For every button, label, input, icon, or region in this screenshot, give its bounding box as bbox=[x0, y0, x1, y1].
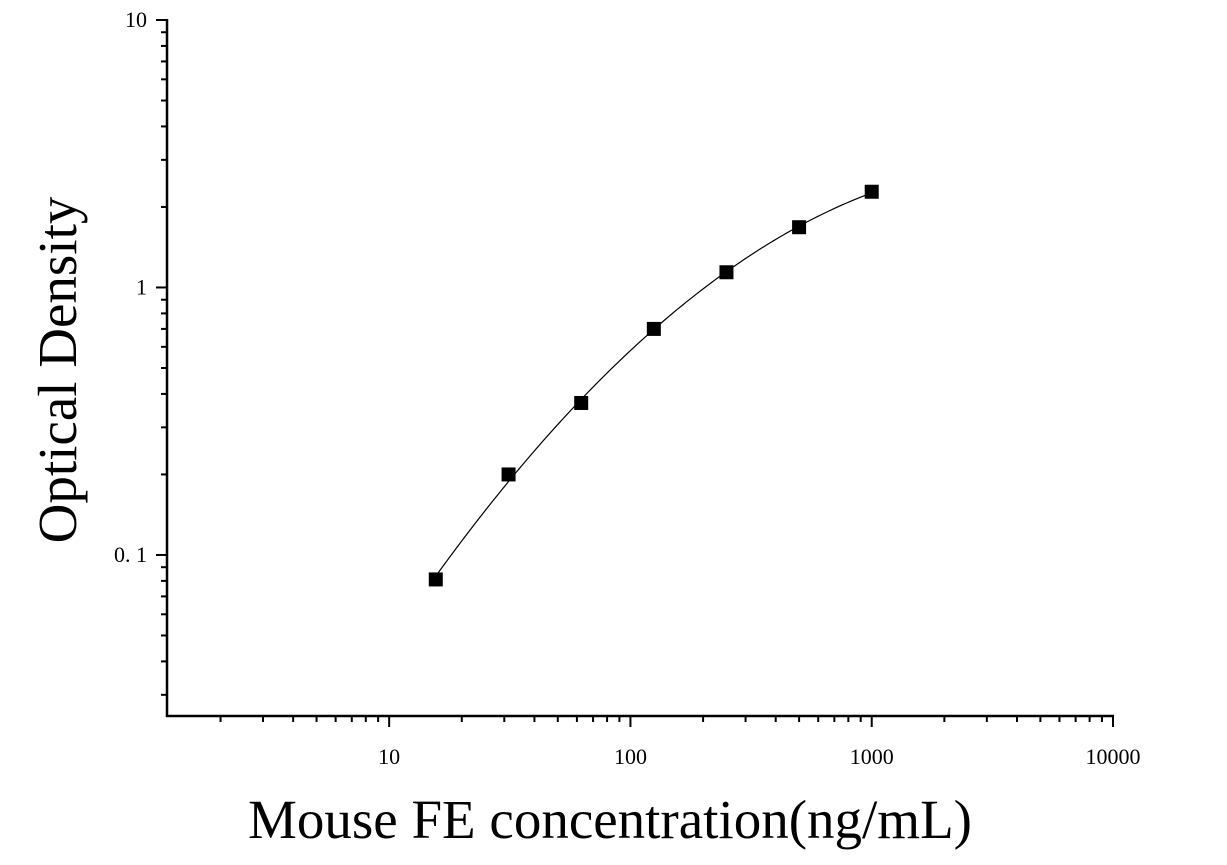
x-tick-labels: 10 100 1000 10000 bbox=[378, 744, 1140, 769]
y-major-ticks bbox=[156, 19, 167, 556]
data-point bbox=[428, 572, 443, 587]
x-major-ticks bbox=[388, 716, 1114, 727]
data-point bbox=[646, 321, 661, 336]
data-point bbox=[574, 395, 589, 410]
y-minor-ticks bbox=[161, 31, 167, 696]
y-tick-labels: 0. 1 1 10 bbox=[114, 7, 147, 567]
x-axis: 10 100 1000 10000 bbox=[166, 714, 1141, 769]
data-point bbox=[501, 467, 516, 482]
x-tick-label: 1000 bbox=[850, 744, 894, 769]
data-markers bbox=[428, 184, 879, 587]
y-tick-label: 1 bbox=[136, 274, 147, 299]
y-axis-title: Optical Density bbox=[27, 196, 88, 543]
fit-curve bbox=[435, 192, 872, 577]
y-tick-label: 0. 1 bbox=[114, 542, 147, 567]
data-point bbox=[792, 220, 807, 235]
x-tick-label: 100 bbox=[614, 744, 647, 769]
y-tick-label: 10 bbox=[125, 7, 147, 32]
data-point bbox=[864, 184, 879, 199]
x-tick-label: 10000 bbox=[1086, 744, 1141, 769]
x-minor-ticks bbox=[219, 716, 1103, 722]
y-axis: 0. 1 1 10 bbox=[114, 7, 169, 717]
x-tick-label: 10 bbox=[378, 744, 400, 769]
plot-area bbox=[428, 184, 879, 587]
data-point bbox=[719, 265, 734, 280]
x-axis-title: Mouse FE concentration(ng/mL) bbox=[248, 789, 972, 850]
